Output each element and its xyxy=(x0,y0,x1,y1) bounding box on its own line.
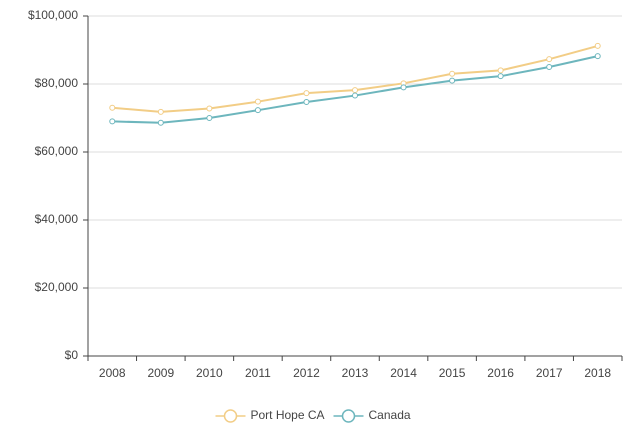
x-tick-label: 2016 xyxy=(487,366,514,380)
y-tick-label: $40,000 xyxy=(35,212,79,226)
y-tick-label: $80,000 xyxy=(35,76,79,90)
data-point xyxy=(400,84,407,91)
legend-marker xyxy=(223,409,238,423)
data-point xyxy=(157,108,164,115)
y-tick-label: $100,000 xyxy=(28,8,78,22)
data-point xyxy=(497,73,504,80)
x-tick-label: 2010 xyxy=(196,366,223,380)
x-tick-label: 2017 xyxy=(536,366,563,380)
data-point xyxy=(546,56,553,63)
data-point xyxy=(449,77,456,84)
x-tick-label: 2009 xyxy=(147,366,174,380)
y-tick-label: $20,000 xyxy=(35,280,79,294)
data-point xyxy=(157,119,164,126)
data-point xyxy=(594,53,601,60)
data-point xyxy=(109,118,116,125)
x-tick-label: 2014 xyxy=(390,366,417,380)
y-tick-label: $0 xyxy=(65,348,79,362)
data-point xyxy=(206,115,213,121)
x-tick-label: 2018 xyxy=(584,366,611,380)
data-point xyxy=(352,87,358,94)
data-point xyxy=(206,105,213,112)
data-point xyxy=(352,92,358,99)
data-point xyxy=(449,70,456,77)
x-tick-label: 2008 xyxy=(99,366,126,380)
x-tick-label: 2012 xyxy=(293,366,320,380)
x-tick-label: 2013 xyxy=(342,366,369,380)
data-point xyxy=(303,99,310,106)
x-tick-label: 2011 xyxy=(245,366,271,380)
legend-label: Port Hope CA xyxy=(251,408,325,422)
data-point xyxy=(254,98,261,105)
data-point xyxy=(594,42,601,49)
data-point xyxy=(254,107,261,114)
data-point xyxy=(546,64,553,70)
data-point xyxy=(497,67,504,74)
y-tick-label: $60,000 xyxy=(35,144,79,158)
data-point xyxy=(303,90,310,97)
data-point xyxy=(109,104,116,111)
series-line xyxy=(112,44,598,113)
legend-marker xyxy=(341,409,356,423)
legend-label: Canada xyxy=(369,408,411,422)
x-tick-label: 2015 xyxy=(439,366,466,380)
